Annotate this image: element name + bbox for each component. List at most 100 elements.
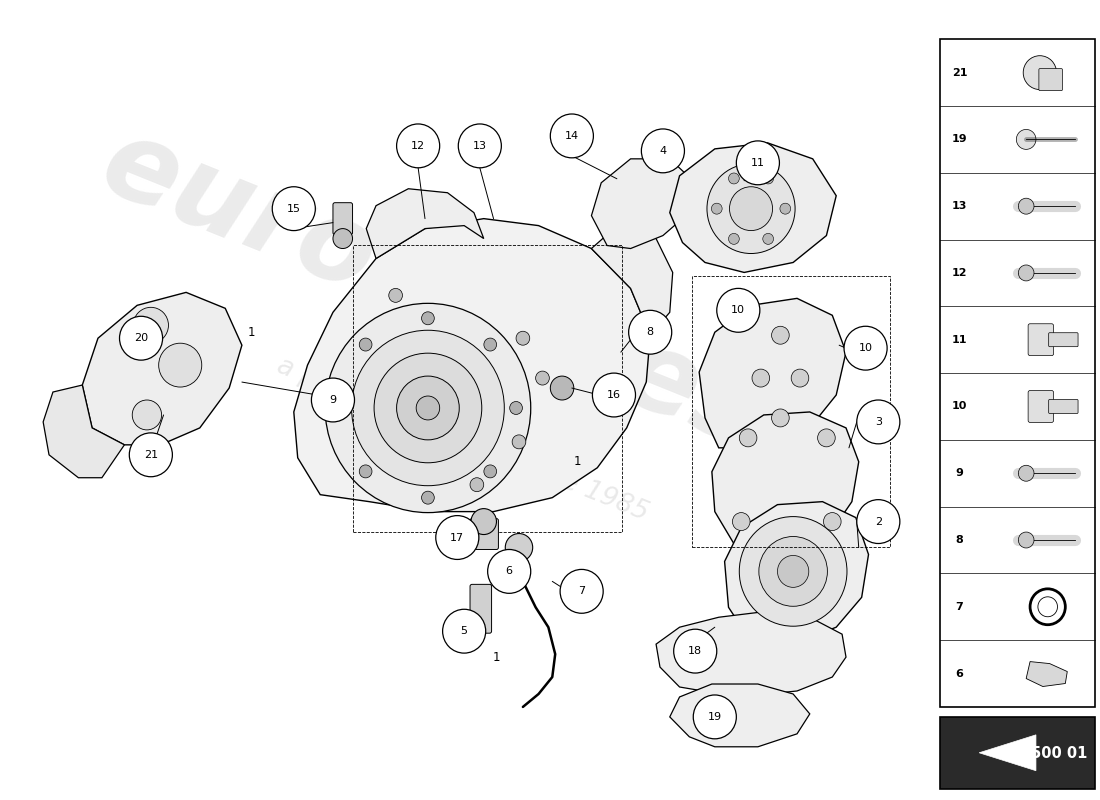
Polygon shape bbox=[670, 143, 836, 273]
Text: 11: 11 bbox=[751, 158, 764, 168]
Circle shape bbox=[791, 369, 808, 387]
Bar bbox=[940, 717, 1094, 789]
Circle shape bbox=[844, 326, 887, 370]
FancyBboxPatch shape bbox=[1048, 333, 1078, 346]
Text: 13: 13 bbox=[473, 141, 487, 151]
Circle shape bbox=[487, 550, 530, 594]
Polygon shape bbox=[294, 218, 650, 512]
Circle shape bbox=[397, 376, 460, 440]
Circle shape bbox=[759, 537, 827, 606]
Circle shape bbox=[736, 141, 780, 185]
Circle shape bbox=[397, 124, 440, 168]
Text: 21: 21 bbox=[144, 450, 158, 460]
Circle shape bbox=[857, 500, 900, 543]
Circle shape bbox=[771, 409, 789, 427]
FancyBboxPatch shape bbox=[470, 584, 492, 633]
Text: 10: 10 bbox=[732, 306, 746, 315]
Circle shape bbox=[593, 373, 636, 417]
Circle shape bbox=[712, 203, 722, 214]
Circle shape bbox=[130, 433, 173, 477]
Circle shape bbox=[421, 312, 434, 325]
Text: 10: 10 bbox=[952, 402, 967, 411]
Circle shape bbox=[333, 402, 346, 414]
Text: 8: 8 bbox=[956, 535, 964, 545]
Circle shape bbox=[536, 371, 549, 385]
Circle shape bbox=[360, 338, 372, 351]
Polygon shape bbox=[82, 292, 242, 445]
Text: 12: 12 bbox=[411, 141, 426, 151]
Polygon shape bbox=[712, 412, 859, 551]
Text: 4: 4 bbox=[659, 146, 667, 156]
Circle shape bbox=[560, 570, 603, 614]
Polygon shape bbox=[592, 159, 695, 249]
Circle shape bbox=[673, 630, 717, 673]
FancyBboxPatch shape bbox=[1028, 324, 1054, 356]
Circle shape bbox=[1019, 532, 1034, 548]
Text: 1: 1 bbox=[574, 455, 582, 468]
Circle shape bbox=[817, 429, 835, 447]
Circle shape bbox=[1023, 56, 1056, 90]
Circle shape bbox=[509, 402, 522, 414]
Bar bbox=[940, 39, 1094, 707]
Circle shape bbox=[421, 491, 434, 504]
Text: 21: 21 bbox=[952, 68, 967, 78]
Text: 9: 9 bbox=[329, 395, 337, 405]
Text: 5: 5 bbox=[461, 626, 468, 636]
Text: 13: 13 bbox=[952, 201, 967, 211]
Circle shape bbox=[857, 400, 900, 444]
Circle shape bbox=[824, 513, 842, 530]
Circle shape bbox=[771, 326, 789, 344]
Circle shape bbox=[739, 517, 847, 626]
Text: 500 01: 500 01 bbox=[1032, 746, 1088, 762]
Circle shape bbox=[1019, 265, 1034, 281]
Text: 3: 3 bbox=[874, 417, 882, 427]
Text: eurospares: eurospares bbox=[87, 109, 779, 471]
Circle shape bbox=[1016, 130, 1036, 150]
Text: 6: 6 bbox=[956, 669, 964, 678]
Circle shape bbox=[505, 534, 532, 562]
Text: 7: 7 bbox=[956, 602, 964, 612]
Circle shape bbox=[550, 376, 574, 400]
Circle shape bbox=[333, 229, 352, 249]
Text: 18: 18 bbox=[689, 646, 702, 656]
Circle shape bbox=[120, 316, 163, 360]
Text: 19: 19 bbox=[707, 712, 722, 722]
Text: 2: 2 bbox=[874, 517, 882, 526]
Circle shape bbox=[693, 695, 736, 739]
Text: 1: 1 bbox=[248, 326, 255, 338]
Circle shape bbox=[752, 369, 770, 387]
Circle shape bbox=[739, 429, 757, 447]
FancyBboxPatch shape bbox=[333, 202, 352, 234]
Circle shape bbox=[728, 234, 739, 244]
Circle shape bbox=[641, 129, 684, 173]
Polygon shape bbox=[43, 385, 124, 478]
Text: 17: 17 bbox=[450, 533, 464, 542]
Polygon shape bbox=[366, 189, 484, 258]
Text: 14: 14 bbox=[564, 131, 579, 141]
Circle shape bbox=[311, 378, 354, 422]
Circle shape bbox=[729, 186, 772, 230]
Text: 16: 16 bbox=[607, 390, 621, 400]
Circle shape bbox=[360, 465, 372, 478]
Polygon shape bbox=[670, 684, 810, 746]
Circle shape bbox=[436, 515, 478, 559]
Polygon shape bbox=[725, 502, 869, 644]
Circle shape bbox=[762, 173, 773, 184]
Circle shape bbox=[628, 310, 672, 354]
Polygon shape bbox=[592, 222, 673, 335]
FancyBboxPatch shape bbox=[1028, 390, 1054, 422]
Text: 10: 10 bbox=[859, 343, 872, 353]
Polygon shape bbox=[979, 735, 1036, 770]
Text: 15: 15 bbox=[287, 204, 300, 214]
Circle shape bbox=[516, 331, 530, 345]
Circle shape bbox=[513, 435, 526, 449]
Text: 8: 8 bbox=[647, 327, 653, 338]
Text: 11: 11 bbox=[952, 334, 967, 345]
Circle shape bbox=[707, 164, 795, 254]
Circle shape bbox=[133, 307, 168, 343]
Text: a passion for parts since 1985: a passion for parts since 1985 bbox=[273, 353, 652, 526]
Circle shape bbox=[780, 203, 791, 214]
FancyBboxPatch shape bbox=[470, 518, 498, 550]
Text: 7: 7 bbox=[579, 586, 585, 596]
FancyBboxPatch shape bbox=[1038, 69, 1063, 90]
